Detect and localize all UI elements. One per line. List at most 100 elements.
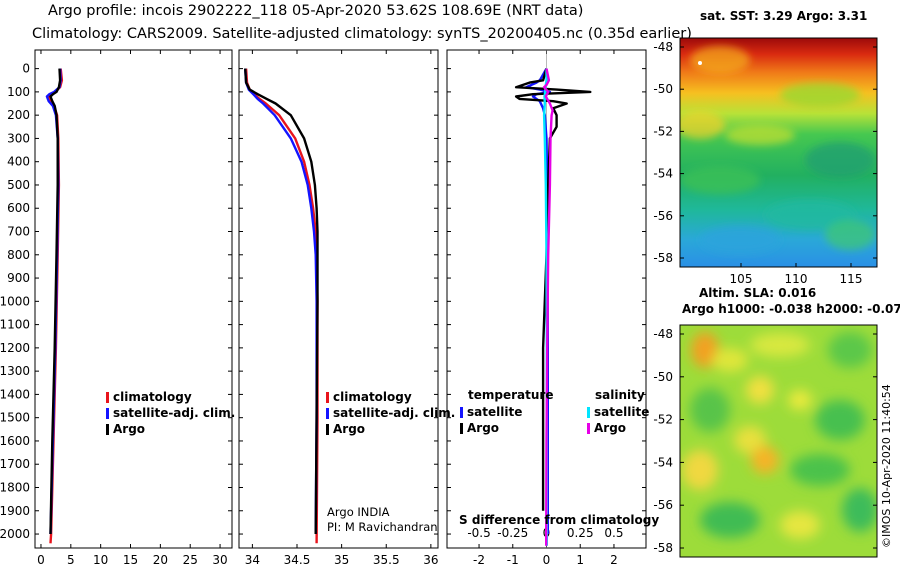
y-tick-label: 400 [7, 155, 30, 169]
y-tick-label: 1400 [0, 387, 30, 401]
x-tick-label: 0 [37, 553, 45, 567]
map-y-tick-label: -50 [653, 370, 673, 384]
x-tick-label: 34 [245, 553, 260, 567]
legend-swatch-argo [326, 424, 329, 435]
y-tick-label: 2000 [0, 527, 30, 541]
sst-map [680, 38, 877, 267]
legend-label-satellite: satellite-adj. clim. [333, 406, 455, 420]
y-tick-label: 1600 [0, 434, 30, 448]
temp-legend: climatology satellite-adj. clim. Argo [106, 390, 235, 436]
plot-frame [34, 49, 233, 549]
map-y-tick-label: -58 [653, 251, 673, 265]
x-tick-label: 30 [212, 553, 227, 567]
sla-axes-ticks: -48 -50 -52 -54 -56 -58 [653, 327, 877, 555]
y-tick-label: 100 [7, 85, 30, 99]
x-tick-label-secondary: 0.25 [567, 526, 594, 540]
x-tick-label: -2 [473, 553, 485, 567]
map-y-tick-label: -48 [653, 40, 673, 54]
y-tick-label: 300 [7, 131, 30, 145]
map-y-tick-label: -50 [653, 82, 673, 96]
legend-label-sal-satellite: satellite [594, 405, 649, 419]
map-y-tick-label: -52 [653, 124, 673, 138]
sst-map-title: sat. SST: 3.29 Argo: 3.31 [700, 9, 868, 23]
sla-map-title-1: Altim. SLA: 0.016 [699, 286, 817, 300]
x-tick-label: 2 [610, 553, 618, 567]
x-tick-label: 15 [123, 553, 138, 567]
y-tick-label: 0 [22, 62, 30, 76]
legend-swatch-sal-argo [587, 423, 590, 434]
legend-label-sal-argo: Argo [594, 421, 626, 435]
x-tick-label: 0 [543, 553, 551, 567]
legend-label-temp-argo: Argo [467, 421, 499, 435]
x-tick-label: -1 [507, 553, 519, 567]
pi-label: PI: M Ravichandran [327, 520, 438, 534]
legend-label-argo: Argo [333, 422, 365, 436]
x-tick-label: 36 [423, 553, 438, 567]
x-tick-label-secondary: -0.25 [497, 526, 528, 540]
legend-heading-temperature: temperature [468, 388, 553, 402]
y-tick-label: 1200 [0, 341, 30, 355]
difference-from-climatology-panel: -2 -1 0 1 2-0.5 -0.25 0 0.25 0.5 [446, 49, 647, 567]
argo-india-label: Argo INDIA [327, 505, 390, 519]
series-line-argo [244, 68, 319, 535]
title-line-1: Argo profile: incois 2902222_118 05-Apr-… [48, 3, 584, 19]
y-tick-label: 1800 [0, 480, 30, 494]
sla-map [680, 325, 877, 557]
y-tick-label: 700 [7, 225, 30, 239]
argo-position-marker [698, 61, 702, 65]
map-y-tick-label: -58 [653, 541, 673, 555]
series-line-satellite-adj-clim- [244, 68, 318, 535]
legend-swatch-temp-argo [460, 423, 463, 434]
legend-heading-salinity: salinity [595, 388, 645, 402]
x-tick-label: 5 [67, 553, 75, 567]
x-tick-label: 1 [576, 553, 584, 567]
map-x-tick-label: 105 [730, 272, 753, 286]
x-tick-label: 34.5 [284, 553, 311, 567]
map-y-tick-label: -54 [653, 167, 673, 181]
map-y-tick-label: -54 [653, 455, 673, 469]
y-tick-label: 1700 [0, 457, 30, 471]
salinity-legend: climatology satellite-adj. clim. Argo Ar… [326, 390, 455, 534]
legend-swatch-satellite [326, 408, 329, 419]
difference-legend: temperature satellite Argo salinity sate… [459, 388, 659, 527]
y-tick-label: 600 [7, 201, 30, 215]
salinity-profile-panel: 34 34.5 35 35.5 36 [238, 49, 439, 567]
legend-label-climatology: climatology [113, 390, 192, 404]
x-tick-label: 35 [334, 553, 349, 567]
legend-swatch-argo [106, 424, 109, 435]
legend-swatch-satellite [106, 408, 109, 419]
y-tick-label: 1500 [0, 411, 30, 425]
map-y-tick-label: -56 [653, 498, 673, 512]
x-tick-label-secondary: 0.5 [604, 526, 623, 540]
legend-label-climatology: climatology [333, 390, 412, 404]
legend-swatch-temp-satellite [460, 407, 463, 418]
sla-map-title-2: Argo h1000: -0.038 h2000: -0.07 [682, 302, 900, 316]
legend-label-argo: Argo [113, 422, 145, 436]
legend-swatch-sal-satellite [587, 407, 590, 418]
y-tick-label: 1100 [0, 318, 30, 332]
title-line-2: Climatology: CARS2009. Satellite-adjuste… [32, 26, 692, 42]
x-tick-label-secondary: -0.5 [467, 526, 490, 540]
y-tick-label: 500 [7, 178, 30, 192]
series-line-salinity-argo [542, 68, 554, 546]
y-tick-label: 800 [7, 248, 30, 262]
series-line-climatology [244, 68, 319, 544]
x-tick-label: 35.5 [373, 553, 400, 567]
y-tick-label: 1300 [0, 364, 30, 378]
series-line-temperature-argo [514, 68, 592, 511]
y-tick-label: 1900 [0, 504, 30, 518]
x-tick-label: 10 [93, 553, 108, 567]
legend-label-temp-satellite: satellite [467, 405, 522, 419]
legend-swatch-climatology [106, 392, 109, 403]
series-line-argo [49, 68, 62, 535]
map-y-tick-label: -48 [653, 327, 673, 341]
map-x-tick-label: 110 [785, 272, 808, 286]
plot-frame [238, 49, 439, 549]
legend-label-satellite: satellite-adj. clim. [113, 406, 235, 420]
map-y-tick-label: -52 [653, 413, 673, 427]
y-tick-label: 900 [7, 271, 30, 285]
map-y-tick-label: -56 [653, 209, 673, 223]
legend-swatch-climatology [326, 392, 329, 403]
y-tick-label: 200 [7, 108, 30, 122]
